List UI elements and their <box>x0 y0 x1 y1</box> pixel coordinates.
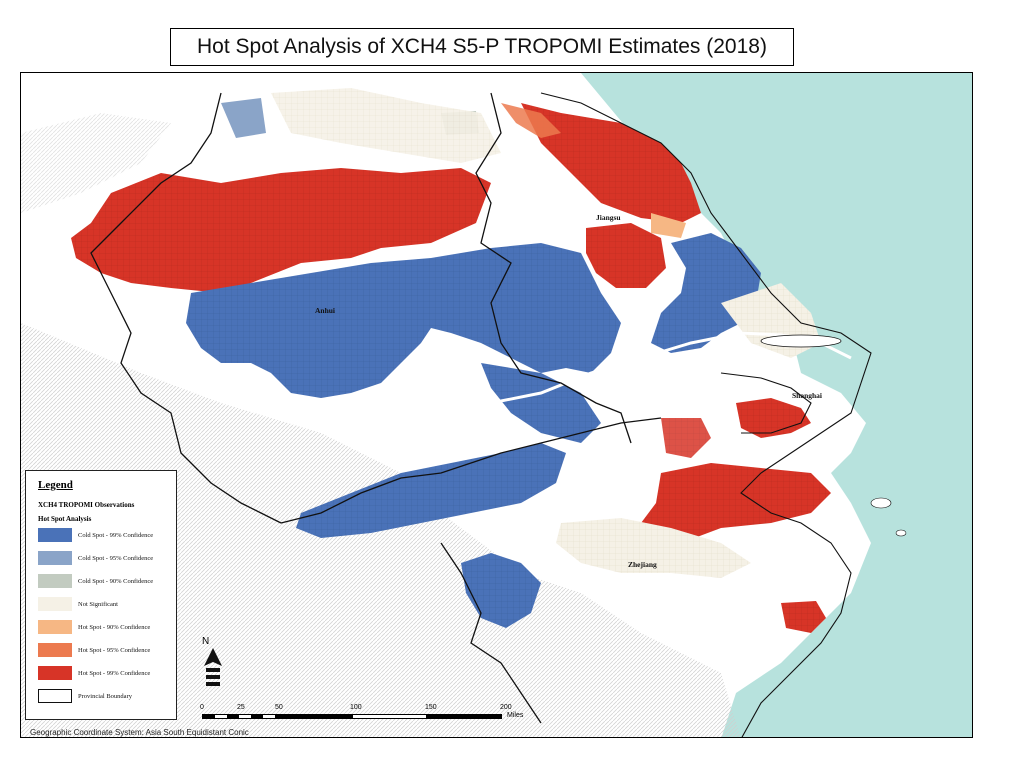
map-canvas[interactable] <box>21 73 973 738</box>
map-title: Hot Spot Analysis of XCH4 S5-P TROPOMI E… <box>170 28 794 66</box>
boundary-anhui-jiangsu <box>475 92 632 444</box>
hot-95-fringe <box>501 103 561 138</box>
boundary-anhui-zhejiang <box>280 417 662 524</box>
label-shanghai: Shanghai <box>792 391 823 400</box>
hot-spot-jiangsu-north <box>521 103 701 223</box>
legend-label: Provincial Boundary <box>78 692 132 700</box>
scale-tick-label: 100 <box>350 704 362 711</box>
scale-tick-label: 0 <box>200 704 204 711</box>
boundary-anhui-west <box>90 92 282 524</box>
hot-spot-zhejiang-east <box>781 601 826 633</box>
north-arrow-icon <box>204 648 222 686</box>
cold-spot-zhejiang-sw <box>461 553 541 628</box>
legend-swatch <box>38 643 72 657</box>
legend-item: Cold Spot - 95% Confidence <box>38 550 153 566</box>
legend-label: Cold Spot - 95% Confidence <box>78 554 154 562</box>
cold-spot-jiangsu <box>651 233 761 353</box>
island-chongming <box>760 334 842 348</box>
cold-spot-south-anhui <box>296 443 566 538</box>
legend-label: Cold Spot - 99% Confidence <box>78 531 154 539</box>
north-arrow: N <box>200 636 226 692</box>
hot-spot-shanghai <box>736 398 811 438</box>
not-significant-zhejiang <box>556 518 751 578</box>
legend-swatch <box>38 528 72 542</box>
scale-tick-label: 25 <box>237 704 245 711</box>
legend-item: Hot Spot - 95% Confidence <box>38 642 150 658</box>
scale-segment <box>202 714 277 719</box>
coordinate-system-note: Geographic Coordinate System: Asia South… <box>30 728 249 737</box>
legend-label: Cold Spot - 90% Confidence <box>78 577 154 585</box>
cold-spot-anhui <box>186 243 621 398</box>
north-label: N <box>202 636 210 647</box>
scale-segment <box>352 714 427 719</box>
legend: Legend XCH4 TROPOMI Observations Hot Spo… <box>25 470 177 720</box>
cold-spot-central <box>481 363 601 443</box>
scale-segment <box>277 714 352 719</box>
terrain-hills-north <box>21 113 171 213</box>
label-zhejiang: Zhejiang <box>628 560 657 569</box>
legend-swatch <box>38 620 72 634</box>
hot-spot-jiangsu-mid <box>586 223 666 288</box>
hot-spot-zhejiang-north <box>641 463 831 548</box>
legend-label: Hot Spot - 95% Confidence <box>78 646 151 654</box>
cold-95-patch <box>221 98 266 138</box>
legend-swatch <box>38 551 72 565</box>
map-frame[interactable] <box>20 72 973 738</box>
legend-group: Hot Spot Analysis <box>38 515 92 523</box>
legend-item: Hot Spot - 99% Confidence <box>38 665 150 681</box>
boundary-zhejiang-west <box>440 542 542 724</box>
boundary-coast <box>540 92 872 737</box>
island-small <box>895 529 907 537</box>
label-anhui: Anhui <box>315 306 336 315</box>
boundary-shanghai <box>720 372 812 434</box>
legend-item: Hot Spot - 90% Confidence <box>38 619 150 635</box>
yangtze-river <box>260 331 852 420</box>
scale-bar: 0 25 50 100 150 200 Miles <box>200 704 532 730</box>
legend-subtitle: XCH4 TROPOMI Observations <box>38 501 135 509</box>
scale-tick-label: 200 <box>500 704 512 711</box>
hot-90-fringe <box>651 213 686 238</box>
legend-item: Not Significant <box>38 596 118 612</box>
scale-tick-label: 50 <box>275 704 283 711</box>
scale-tick-label: 150 <box>425 704 437 711</box>
legend-item: Provincial Boundary <box>38 688 132 704</box>
sea-area <box>581 73 972 737</box>
hot-spot-anhui-north <box>71 168 491 293</box>
legend-label: Hot Spot - 90% Confidence <box>78 623 151 631</box>
legend-label: Hot Spot - 99% Confidence <box>78 669 151 677</box>
hot-spot-shaoxing <box>661 418 711 458</box>
scale-segment <box>427 714 502 719</box>
legend-label: Not Significant <box>78 600 118 608</box>
legend-swatch <box>38 666 72 680</box>
not-significant-north <box>271 88 501 163</box>
legend-swatch <box>38 689 72 703</box>
legend-item: Cold Spot - 90% Confidence <box>38 573 153 589</box>
legend-swatch <box>38 597 72 611</box>
scale-units: Miles <box>507 712 524 719</box>
label-jiangsu: Jiangsu <box>596 213 621 222</box>
legend-title: Legend <box>38 479 73 491</box>
island-zhoushan <box>870 497 892 509</box>
legend-item: Cold Spot - 99% Confidence <box>38 527 153 543</box>
legend-swatch <box>38 574 72 588</box>
